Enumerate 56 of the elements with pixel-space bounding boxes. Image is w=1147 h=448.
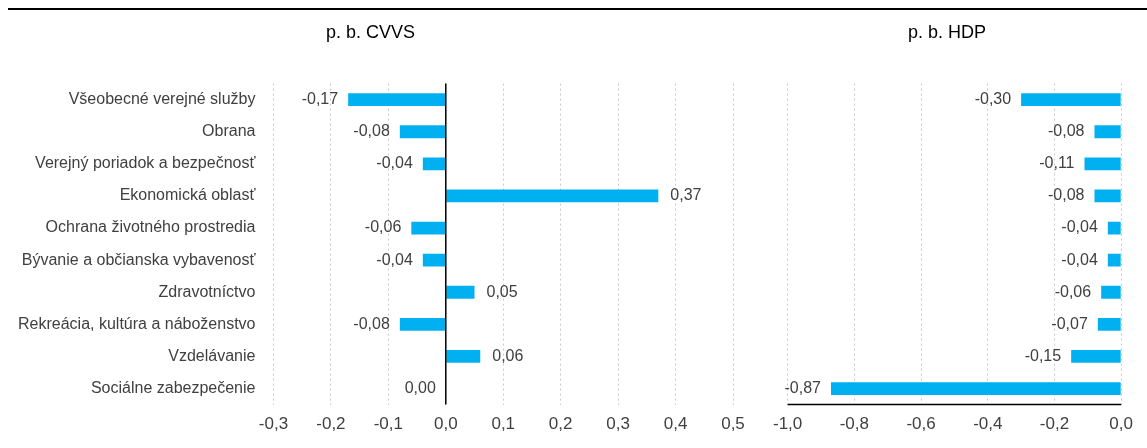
- bar: [399, 125, 446, 139]
- y-tick-label: Rekreácia, kultúra a náboženstvo: [18, 314, 256, 332]
- data-label: -0,15: [1024, 346, 1062, 364]
- bar: [446, 350, 481, 363]
- x-tick-label: -0,8: [839, 414, 869, 434]
- y-tick-label: Verejný poriadok a bezpečnosť: [35, 154, 257, 172]
- x-tick-label: 0,1: [491, 414, 516, 434]
- data-label: -0,11: [1039, 154, 1075, 172]
- data-label: -0,04: [1061, 218, 1098, 236]
- data-label: -0,04: [376, 154, 413, 172]
- bar: [422, 157, 446, 171]
- data-label: -0,06: [1054, 282, 1092, 300]
- data-label: 0,00: [404, 378, 436, 396]
- chart-title: p. b. HDP: [907, 21, 987, 42]
- x-tick-label: -0,2: [316, 414, 346, 434]
- y-tick-label: Ochrana životného prostredia: [45, 218, 256, 236]
- y-tick-label: Ekonomická oblasť: [119, 186, 257, 204]
- bar: [411, 221, 446, 235]
- x-tick-label: -0,1: [373, 414, 403, 434]
- data-label: -0,08: [1048, 186, 1085, 204]
- x-tick-label: 0,4: [663, 414, 688, 434]
- y-tick-label: Vzdelávanie: [168, 346, 256, 364]
- y-tick-label: Zdravotníctvo: [158, 282, 256, 300]
- data-label: -0,08: [1048, 122, 1085, 140]
- data-label: -0,04: [376, 250, 413, 268]
- bar: [446, 285, 475, 299]
- data-label: 0,37: [670, 186, 702, 204]
- bar: [348, 93, 446, 107]
- y-tick-label: Bývanie a občianska vybavenosť: [21, 250, 257, 268]
- x-tick-label: 0,3: [606, 414, 630, 434]
- x-tick-label: -0,2: [1039, 414, 1070, 434]
- data-label: 0,05: [486, 282, 518, 300]
- bar: [446, 189, 659, 203]
- data-label: -0,04: [1061, 250, 1098, 268]
- x-tick-label: -1,0: [773, 414, 803, 434]
- data-label: -0,06: [364, 218, 402, 236]
- x-tick-label: 0,0: [1109, 414, 1133, 434]
- bar: [399, 317, 446, 331]
- bar: [422, 253, 446, 267]
- x-tick-label: -0,4: [973, 414, 1003, 434]
- data-label: -0,08: [353, 122, 390, 140]
- x-tick-label: -0,6: [906, 414, 936, 434]
- y-tick-label: Všeobecné verejné služby: [68, 90, 256, 108]
- data-label: -0,17: [301, 90, 339, 108]
- x-tick-label: 0,2: [548, 414, 573, 434]
- y-tick-label: Sociálne zabezpečenie: [90, 378, 256, 396]
- x-tick-label: -0,3: [258, 414, 289, 434]
- data-label: -0,87: [784, 378, 822, 396]
- y-tick-label: Obrana: [202, 122, 256, 140]
- data-label: 0,06: [492, 346, 524, 364]
- x-tick-label: 0,5: [721, 414, 745, 434]
- x-tick-label: 0,0: [433, 414, 458, 434]
- chart-title: p. b. CVVS: [325, 21, 416, 42]
- data-label: -0,08: [353, 314, 390, 332]
- data-label: -0,30: [974, 90, 1012, 108]
- data-label: -0,07: [1051, 314, 1088, 332]
